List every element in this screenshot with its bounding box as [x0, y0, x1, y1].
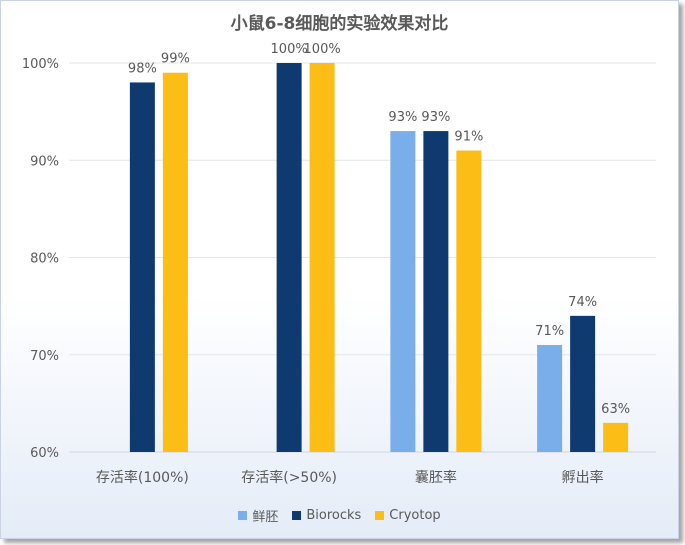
bar	[537, 345, 563, 452]
y-tick-label: 90%	[30, 154, 59, 169]
data-label: 71%	[535, 324, 564, 339]
y-tick-label: 70%	[30, 349, 59, 364]
bar	[603, 422, 629, 452]
data-label: 100%	[271, 42, 308, 57]
data-label: 63%	[601, 402, 630, 417]
x-tick-label: 存活率(100%)	[96, 469, 189, 486]
bar-chart: 60%70%80%90%100% 98%99%存活率(100%)100%100%存…	[22, 42, 656, 486]
bar	[390, 131, 416, 452]
chart-legend: 鲜胚 Biorocks Cryotop	[1, 506, 678, 525]
bar	[570, 315, 596, 452]
data-label: 93%	[421, 110, 450, 125]
legend-label: Cryotop	[389, 508, 441, 523]
x-tick-label: 存活率(>50%)	[241, 469, 337, 486]
x-tick-label: 孵出率	[562, 469, 604, 486]
legend-swatch	[292, 511, 302, 520]
legend-swatch	[375, 511, 385, 520]
bar	[456, 150, 482, 452]
y-tick-label: 100%	[22, 57, 59, 72]
data-label: 100%	[304, 42, 341, 57]
x-tick-label: 囊胚率	[415, 469, 457, 486]
legend-swatch	[238, 511, 248, 520]
legend-item: Biorocks	[292, 506, 361, 525]
legend-label: Biorocks	[306, 508, 362, 523]
bar	[162, 72, 188, 452]
bar	[309, 63, 335, 452]
legend-label: 鲜胚	[252, 510, 279, 525]
data-label: 98%	[128, 61, 157, 76]
data-label: 99%	[161, 52, 190, 67]
chart-title: 小鼠6-8细胞的实验效果对比	[230, 14, 449, 34]
data-label: 93%	[388, 110, 417, 125]
legend-item: Cryotop	[375, 506, 441, 525]
data-label: 74%	[568, 295, 597, 310]
bar	[129, 82, 155, 452]
y-tick-label: 60%	[30, 446, 59, 461]
bar	[276, 63, 302, 452]
legend-item: 鲜胚	[238, 506, 278, 525]
bar	[423, 131, 449, 452]
data-label: 91%	[454, 130, 483, 145]
y-tick-label: 80%	[30, 252, 59, 267]
